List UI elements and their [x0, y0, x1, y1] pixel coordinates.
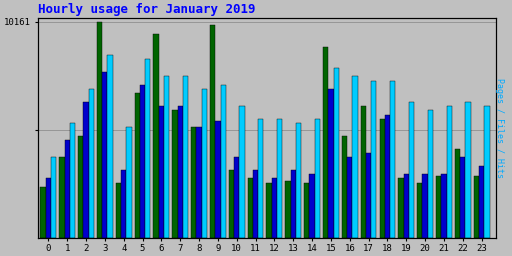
Bar	[460, 157, 465, 238]
Bar	[59, 157, 65, 238]
Bar	[403, 174, 409, 238]
Bar	[309, 174, 315, 238]
Bar	[347, 157, 352, 238]
Bar	[285, 180, 291, 238]
Bar	[291, 170, 296, 238]
Bar	[315, 119, 320, 238]
Bar	[296, 123, 301, 238]
Bar	[484, 106, 489, 238]
Bar	[164, 76, 169, 238]
Bar	[446, 106, 452, 238]
Bar	[417, 183, 422, 238]
Bar	[479, 166, 484, 238]
Bar	[360, 106, 366, 238]
Bar	[234, 157, 239, 238]
Bar	[145, 59, 151, 238]
Bar	[385, 115, 390, 238]
Bar	[398, 178, 403, 238]
Bar	[116, 183, 121, 238]
Bar	[239, 106, 245, 238]
Bar	[248, 178, 253, 238]
Bar	[304, 183, 309, 238]
Bar	[46, 178, 51, 238]
Bar	[178, 106, 183, 238]
Bar	[97, 22, 102, 238]
Text: Hourly usage for January 2019: Hourly usage for January 2019	[38, 4, 255, 16]
Bar	[352, 76, 358, 238]
Bar	[409, 102, 414, 238]
Bar	[173, 110, 178, 238]
Bar	[210, 25, 215, 238]
Bar	[366, 153, 371, 238]
Bar	[328, 89, 333, 238]
Bar	[191, 127, 197, 238]
Bar	[333, 68, 339, 238]
Bar	[465, 102, 471, 238]
Bar	[474, 176, 479, 238]
Bar	[202, 89, 207, 238]
Bar	[379, 119, 385, 238]
Text: Pages / Files / Hits: Pages / Files / Hits	[495, 78, 504, 178]
Bar	[441, 174, 446, 238]
Bar	[154, 34, 159, 238]
Bar	[70, 123, 75, 238]
Bar	[266, 183, 272, 238]
Bar	[428, 110, 433, 238]
Bar	[78, 136, 83, 238]
Bar	[51, 157, 56, 238]
Bar	[253, 170, 258, 238]
Bar	[197, 127, 202, 238]
Bar	[215, 121, 221, 238]
Bar	[455, 149, 460, 238]
Bar	[65, 140, 70, 238]
Bar	[422, 174, 428, 238]
Bar	[221, 85, 226, 238]
Bar	[342, 136, 347, 238]
Bar	[436, 176, 441, 238]
Bar	[323, 47, 328, 238]
Bar	[390, 81, 395, 238]
Bar	[83, 102, 89, 238]
Bar	[121, 170, 126, 238]
Bar	[40, 187, 46, 238]
Bar	[277, 119, 282, 238]
Bar	[89, 89, 94, 238]
Bar	[140, 85, 145, 238]
Bar	[371, 81, 376, 238]
Bar	[102, 72, 108, 238]
Bar	[183, 76, 188, 238]
Bar	[159, 106, 164, 238]
Bar	[108, 55, 113, 238]
Bar	[135, 93, 140, 238]
Bar	[272, 178, 277, 238]
Bar	[126, 127, 132, 238]
Bar	[258, 119, 264, 238]
Bar	[229, 170, 234, 238]
